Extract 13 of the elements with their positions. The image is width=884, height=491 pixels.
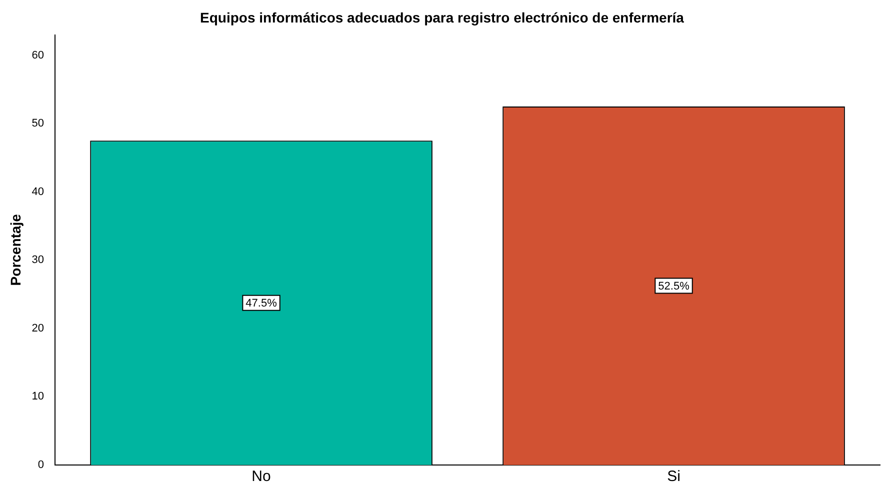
y-tick-label: 40 [32,186,44,198]
data-label: 47.5% [246,297,278,310]
y-tick-label: 30 [32,254,44,266]
y-axis-title: Porcentaje [7,214,24,286]
y-tick-label: 0 [38,459,44,472]
x-tick-label: Si [667,468,680,486]
y-tick-label: 50 [32,118,44,130]
x-tick-label: No [252,468,271,486]
chart-title: Equipos informáticos adecuados para registro electrónico de enfermería [200,9,684,26]
y-tick-label: 60 [32,49,44,62]
data-label: 52.5% [658,280,690,292]
y-tick-label: 10 [32,390,44,403]
y-tick-label: 20 [32,322,44,334]
